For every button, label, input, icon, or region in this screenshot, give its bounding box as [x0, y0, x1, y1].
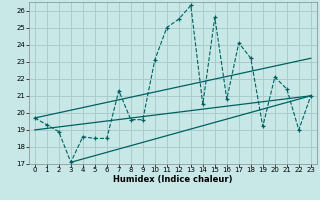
X-axis label: Humidex (Indice chaleur): Humidex (Indice chaleur): [113, 175, 233, 184]
